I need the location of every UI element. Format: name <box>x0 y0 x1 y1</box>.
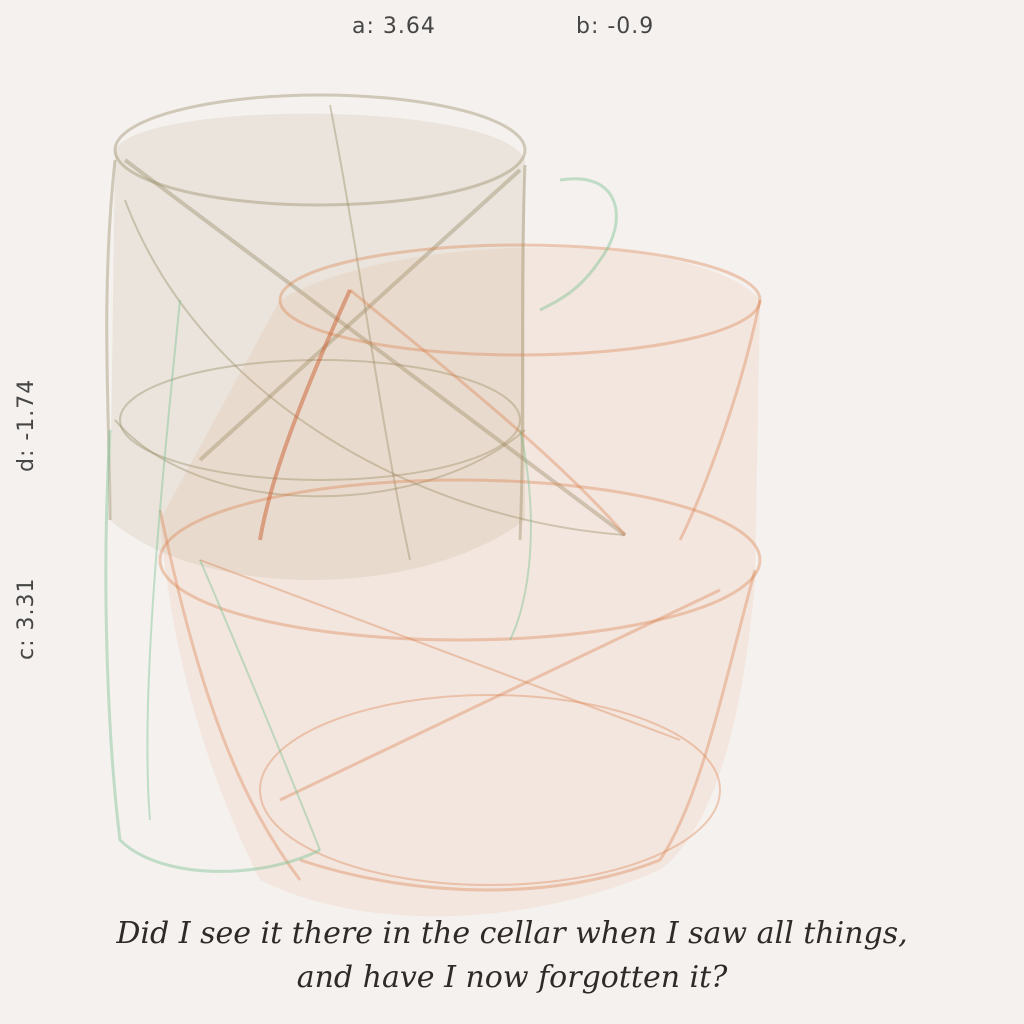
quote-caption: Did I see it there in the cellar when I … <box>0 912 1024 1000</box>
quote-line-2: and have I now forgotten it? <box>296 960 728 995</box>
quote-line-1: Did I see it there in the cellar when I … <box>116 916 908 951</box>
